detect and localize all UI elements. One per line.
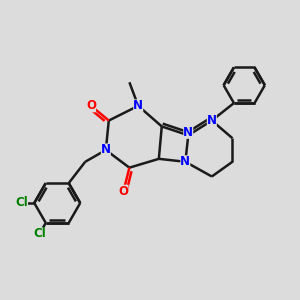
Text: N: N bbox=[180, 155, 190, 168]
Text: Cl: Cl bbox=[33, 227, 46, 240]
Text: N: N bbox=[101, 143, 111, 157]
Text: N: N bbox=[207, 114, 217, 127]
Text: O: O bbox=[118, 185, 128, 198]
Text: N: N bbox=[133, 99, 143, 112]
Text: O: O bbox=[86, 99, 96, 112]
Text: Cl: Cl bbox=[15, 196, 28, 209]
Text: N: N bbox=[183, 126, 193, 139]
